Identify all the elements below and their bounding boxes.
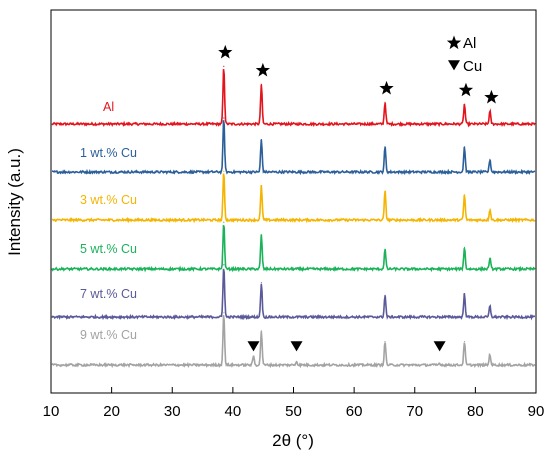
peak-point bbox=[260, 234, 262, 236]
star-icon bbox=[446, 35, 462, 50]
peak-point bbox=[384, 248, 386, 250]
al-peak-star-icon bbox=[458, 82, 474, 97]
series-line-al bbox=[51, 68, 536, 128]
al-peak-star-icon bbox=[484, 89, 499, 104]
series-9-wt-cu: 9 wt.% Cu bbox=[51, 312, 536, 369]
series-label-1-wt-cu: 1 wt.% Cu bbox=[80, 146, 137, 160]
peak-point bbox=[463, 103, 466, 105]
al-peak-star-icon bbox=[218, 44, 233, 59]
series-al: Al bbox=[51, 65, 536, 128]
x-tick-label: 50 bbox=[285, 403, 302, 420]
series-label-3-wt-cu: 3 wt.% Cu bbox=[80, 193, 137, 207]
legend-star-icon bbox=[446, 35, 462, 50]
peak-point bbox=[223, 312, 225, 314]
series-7-wt-cu: 7 wt.% Cu bbox=[51, 264, 535, 321]
x-tick-label: 70 bbox=[406, 403, 423, 420]
al-peak-star-icon bbox=[379, 80, 394, 95]
x-axis-title: 2θ (°) bbox=[272, 431, 314, 450]
peak-point bbox=[489, 208, 491, 210]
series-line-5-wt-cu bbox=[51, 224, 536, 273]
series-line-7-wt-cu bbox=[51, 268, 535, 321]
peak-point bbox=[260, 139, 262, 141]
series-1-wt-cu: 1 wt.% Cu bbox=[52, 117, 536, 176]
series-label-al: Al bbox=[103, 100, 114, 114]
peak-point bbox=[260, 282, 262, 284]
peak-point bbox=[439, 362, 441, 364]
x-tick-label: 90 bbox=[528, 403, 545, 420]
series-line-1-wt-cu bbox=[52, 120, 536, 176]
legend-triangle-icon bbox=[448, 60, 460, 71]
x-tick-label: 80 bbox=[467, 403, 484, 420]
peak-point bbox=[384, 294, 386, 296]
peak-point bbox=[384, 341, 386, 343]
peak-point bbox=[384, 190, 386, 192]
series-label-7-wt-cu: 7 wt.% Cu bbox=[80, 287, 137, 301]
peak-point bbox=[489, 110, 491, 112]
peak-point bbox=[260, 330, 262, 332]
al-peak-star-icon bbox=[255, 62, 270, 77]
peak-point bbox=[260, 83, 262, 85]
cu-peak-triangle-icon bbox=[247, 341, 260, 352]
series-line-3-wt-cu bbox=[52, 173, 536, 224]
peak-point bbox=[223, 264, 225, 266]
series-label-5-wt-cu: 5 wt.% Cu bbox=[80, 242, 137, 256]
x-tick-label: 30 bbox=[164, 403, 181, 420]
legend-label-al: Al bbox=[463, 35, 476, 52]
peak-point bbox=[489, 158, 491, 160]
peak-point bbox=[223, 65, 225, 67]
peak-point bbox=[384, 101, 386, 103]
peak-point bbox=[463, 146, 466, 148]
peak-point bbox=[489, 353, 491, 355]
peak-point bbox=[223, 221, 225, 223]
peak-point bbox=[463, 341, 466, 343]
series-label-9-wt-cu: 9 wt.% Cu bbox=[80, 328, 137, 342]
cu-peak-triangle-icon bbox=[433, 341, 446, 352]
triangle-down-icon bbox=[448, 60, 460, 71]
x-tick-label: 10 bbox=[43, 403, 60, 420]
peak-point bbox=[489, 305, 491, 307]
peak-point bbox=[489, 257, 491, 259]
peak-point bbox=[463, 194, 466, 196]
peak-point bbox=[463, 293, 466, 295]
series-line-9-wt-cu bbox=[51, 315, 536, 369]
series-3-wt-cu: 3 wt.% Cu bbox=[52, 170, 536, 224]
x-tick-label: 20 bbox=[103, 403, 120, 420]
cu-peak-triangle-icon bbox=[290, 341, 303, 352]
peak-point bbox=[295, 360, 298, 362]
legend: Al Cu bbox=[446, 35, 482, 75]
x-tick-label: 40 bbox=[225, 403, 242, 420]
peak-point bbox=[384, 146, 386, 148]
y-axis-title: Intensity (a.u.) bbox=[5, 148, 24, 256]
peak-point bbox=[463, 246, 466, 248]
x-tick-layer: 10 20 30 40 50 60 70 80 90 bbox=[43, 387, 545, 420]
peak-point bbox=[223, 117, 225, 119]
peak-point bbox=[260, 185, 262, 187]
legend-label-cu: Cu bbox=[463, 58, 482, 75]
series-5-wt-cu: 5 wt.% Cu bbox=[51, 221, 536, 273]
peak-point bbox=[223, 170, 225, 172]
peak-marker-layer bbox=[218, 44, 499, 352]
series-layer: Al 1 wt.% Cu 3 wt.% Cu 5 wt.% Cu 7 wt.% Cu 9 … bbox=[51, 65, 536, 369]
peak-point bbox=[252, 355, 255, 357]
x-tick-label: 60 bbox=[346, 403, 363, 420]
